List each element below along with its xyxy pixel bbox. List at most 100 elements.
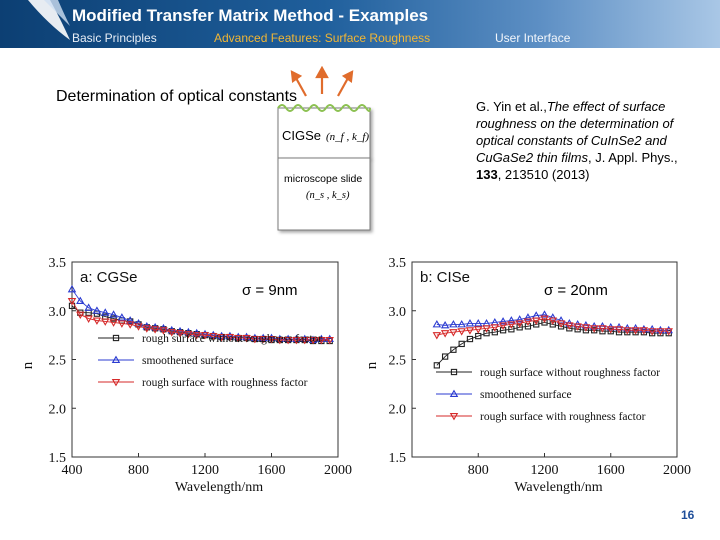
series-triangle-down <box>432 315 673 340</box>
data-point <box>101 308 110 316</box>
nav-advanced-features[interactable]: Advanced Features: Surface Roughness <box>214 31 431 45</box>
reference-authors: G. Yin et al., <box>476 99 547 114</box>
y-tick-label: 3.0 <box>389 305 407 320</box>
data-point <box>433 362 440 369</box>
data-point <box>458 340 465 348</box>
y-axis-label: n <box>366 361 380 369</box>
legend-entry: rough surface without roughness factor <box>480 367 660 379</box>
data-point <box>523 313 533 321</box>
data-point <box>457 328 466 336</box>
data-point <box>457 319 466 328</box>
chart-cgse: 1.5 2.0 2.5 3.0 3.5 400 800 1200 1600 2000 Wavelen… <box>22 256 352 495</box>
data-point <box>167 329 176 337</box>
data-point <box>465 319 475 327</box>
data-point <box>647 328 657 336</box>
data-point <box>573 323 582 331</box>
y-tick-label: 2.0 <box>49 402 67 417</box>
legend-marker <box>449 389 459 398</box>
legend-marker <box>111 355 121 364</box>
page-number: 16 <box>681 508 695 522</box>
film-label: CIGSe <box>282 128 321 143</box>
data-point <box>250 336 260 344</box>
data-point <box>639 324 649 333</box>
data-point <box>523 318 533 326</box>
data-point <box>317 334 326 343</box>
data-point <box>540 315 549 323</box>
reference-volume: 133 <box>476 167 498 182</box>
x-tick-label: 400 <box>62 463 83 478</box>
nav-basic-principles[interactable]: Basic Principles <box>72 31 157 45</box>
substrate-constants: (n_s , k_s) <box>306 190 350 201</box>
data-point <box>217 334 226 342</box>
data-point <box>432 319 442 328</box>
x-tick-label: 800 <box>468 463 489 478</box>
legend-entry: smoothened surface <box>142 355 234 367</box>
data-point <box>515 320 524 328</box>
sigma-annotation: σ = 20nm <box>544 282 608 299</box>
data-point <box>632 329 639 336</box>
sample-diagram: CIGSe (n_f , k_f) microscope slide (n_s … <box>277 66 371 231</box>
data-point <box>300 336 309 345</box>
data-point <box>209 330 218 339</box>
reflection-arrows-icon <box>290 66 354 97</box>
data-point <box>540 310 549 318</box>
data-point <box>192 332 201 340</box>
data-point <box>125 321 135 329</box>
data-point <box>531 317 541 325</box>
reference-pages: , 213510 (2013) <box>497 167 590 182</box>
x-tick-label: 1600 <box>597 463 625 478</box>
data-point <box>598 325 607 333</box>
data-point <box>440 330 450 338</box>
data-point <box>441 353 449 360</box>
data-point <box>541 319 548 326</box>
slide-title: Modified Transfer Matrix Method - Exampl… <box>72 6 429 25</box>
data-point <box>234 335 243 343</box>
data-point <box>109 319 118 327</box>
data-point <box>581 324 591 332</box>
data-point <box>117 313 127 321</box>
data-point <box>250 333 260 342</box>
data-point <box>498 317 508 325</box>
data-point <box>184 331 193 339</box>
data-point <box>134 323 143 331</box>
data-point <box>76 296 85 305</box>
y-tick-label: 1.5 <box>389 451 407 466</box>
data-point <box>109 310 118 318</box>
header-bar: Modified Transfer Matrix Method - Exampl… <box>0 0 720 48</box>
data-point <box>589 325 599 333</box>
y-tick-label: 2.5 <box>389 354 407 369</box>
data-point <box>440 320 450 329</box>
data-point <box>76 311 85 320</box>
x-tick-label: 2000 <box>324 463 352 478</box>
x-tick-label: 1200 <box>191 463 219 478</box>
data-point <box>474 319 483 327</box>
data-point <box>117 320 127 328</box>
data-point <box>549 321 556 328</box>
data-point <box>150 326 160 334</box>
data-point <box>614 326 624 334</box>
data-point <box>606 326 615 334</box>
data-point <box>565 322 574 330</box>
logo <box>26 0 70 48</box>
x-tick-label: 2000 <box>663 463 691 478</box>
legend-entry: rough surface with roughness factor <box>142 377 308 389</box>
data-point <box>300 334 309 343</box>
data-point <box>449 329 458 337</box>
data-point <box>432 332 442 340</box>
data-point <box>225 334 235 342</box>
y-tick-label: 1.5 <box>49 451 67 466</box>
data-point <box>258 333 268 342</box>
data-point <box>200 329 210 338</box>
data-point <box>110 315 117 322</box>
data-point <box>209 333 218 341</box>
y-tick-label: 3.0 <box>49 305 67 320</box>
data-point <box>516 324 523 331</box>
data-point <box>656 325 665 334</box>
data-point <box>67 297 77 306</box>
data-point <box>217 331 226 340</box>
data-point <box>515 315 524 323</box>
data-point <box>317 336 326 345</box>
x-axis-label: Wavelength/nm <box>175 480 263 495</box>
nav-user-interface[interactable]: User Interface <box>495 31 571 45</box>
data-point <box>498 322 508 330</box>
